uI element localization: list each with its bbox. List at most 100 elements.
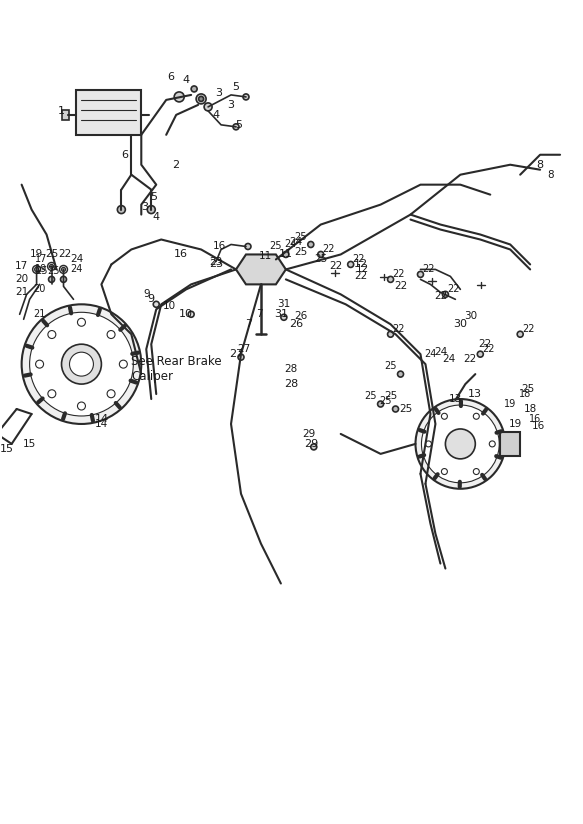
Text: 24: 24	[70, 255, 83, 265]
Text: 14: 14	[94, 414, 108, 424]
Text: 14: 14	[95, 419, 108, 429]
Text: 28: 28	[284, 379, 298, 389]
Text: 22: 22	[352, 255, 365, 265]
Text: 7: 7	[255, 309, 262, 319]
Text: 22: 22	[58, 250, 71, 260]
Text: 19: 19	[30, 250, 43, 260]
Text: 23: 23	[209, 257, 223, 268]
Text: 22: 22	[447, 284, 459, 294]
Text: 31: 31	[278, 299, 290, 309]
Text: 19: 19	[504, 399, 517, 409]
Text: 28: 28	[285, 364, 297, 374]
Circle shape	[347, 261, 354, 268]
Circle shape	[204, 103, 212, 111]
Circle shape	[33, 265, 41, 274]
Text: 12: 12	[353, 260, 368, 269]
Text: 15: 15	[23, 439, 36, 449]
Circle shape	[59, 265, 68, 274]
Text: 8: 8	[536, 160, 544, 170]
Text: 20: 20	[33, 284, 46, 294]
Text: 4: 4	[153, 212, 160, 222]
Text: 23: 23	[209, 260, 223, 269]
Circle shape	[48, 330, 56, 339]
Circle shape	[311, 444, 317, 450]
Circle shape	[36, 360, 44, 368]
Text: 22: 22	[329, 261, 342, 271]
Text: 6: 6	[168, 72, 175, 82]
Text: 16: 16	[529, 414, 541, 424]
Text: 18: 18	[519, 389, 531, 399]
Circle shape	[442, 292, 448, 297]
Text: 25: 25	[294, 247, 307, 257]
Circle shape	[238, 354, 244, 360]
Text: 22: 22	[422, 265, 435, 274]
Text: 3: 3	[141, 202, 147, 212]
Circle shape	[489, 441, 495, 447]
Text: 24: 24	[285, 240, 297, 250]
Text: 25: 25	[45, 250, 58, 260]
Circle shape	[477, 351, 483, 357]
Text: 16: 16	[532, 421, 545, 431]
Circle shape	[34, 268, 38, 271]
Text: 9: 9	[143, 289, 150, 299]
Circle shape	[120, 360, 127, 368]
Text: 22: 22	[463, 354, 477, 364]
Text: 16: 16	[174, 250, 188, 260]
Text: 22: 22	[394, 281, 407, 292]
Text: 17: 17	[15, 261, 28, 271]
Circle shape	[196, 94, 206, 104]
Text: 30: 30	[454, 319, 468, 330]
Circle shape	[188, 311, 194, 317]
Circle shape	[62, 344, 101, 384]
Text: 25: 25	[47, 266, 60, 276]
Text: 8: 8	[547, 170, 553, 180]
Text: 20: 20	[15, 274, 28, 284]
Circle shape	[308, 241, 314, 247]
Text: 31: 31	[274, 309, 288, 319]
Circle shape	[69, 352, 93, 376]
Circle shape	[48, 390, 56, 398]
Text: 2: 2	[173, 160, 180, 170]
Text: 29: 29	[304, 439, 318, 449]
Circle shape	[50, 265, 54, 269]
Text: 19: 19	[36, 265, 48, 274]
Text: 25: 25	[384, 391, 397, 401]
Text: 25: 25	[270, 241, 282, 251]
Text: 25: 25	[380, 396, 392, 406]
Circle shape	[441, 414, 447, 419]
Text: 5: 5	[233, 82, 240, 92]
Circle shape	[388, 276, 394, 283]
Text: 29: 29	[302, 429, 315, 439]
Text: 10: 10	[179, 309, 193, 319]
Text: 30: 30	[463, 311, 477, 321]
Text: 21: 21	[33, 309, 46, 319]
Text: 22: 22	[354, 271, 367, 281]
Text: 24: 24	[424, 349, 437, 359]
Text: 22: 22	[392, 269, 405, 279]
Text: 16: 16	[212, 241, 226, 251]
Text: 22: 22	[392, 324, 405, 335]
Circle shape	[281, 314, 287, 321]
Text: 25: 25	[314, 255, 328, 265]
Circle shape	[153, 302, 159, 307]
Circle shape	[48, 262, 55, 270]
Text: 6: 6	[121, 150, 128, 160]
Text: 27: 27	[237, 344, 251, 354]
Bar	[500, 432, 520, 456]
Text: 24: 24	[434, 347, 447, 357]
Circle shape	[78, 402, 86, 410]
Text: 10: 10	[163, 302, 175, 311]
Circle shape	[473, 414, 479, 419]
Text: See Rear Brake
Caliper: See Rear Brake Caliper	[131, 355, 222, 383]
Text: 22: 22	[434, 292, 447, 302]
Text: 5: 5	[236, 119, 243, 130]
Bar	[76, 90, 141, 135]
Circle shape	[199, 96, 203, 101]
Text: 25: 25	[522, 384, 535, 394]
Circle shape	[107, 330, 115, 339]
Circle shape	[48, 276, 55, 283]
Text: 4: 4	[182, 75, 189, 85]
Text: 17: 17	[36, 255, 48, 265]
Text: 9: 9	[147, 294, 155, 304]
Circle shape	[378, 401, 384, 407]
